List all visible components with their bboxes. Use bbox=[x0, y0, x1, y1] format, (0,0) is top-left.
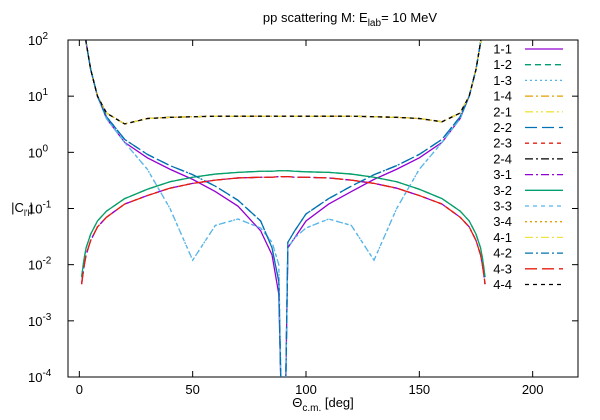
series-line bbox=[80, 175, 486, 285]
y-tick-label: 10-3 bbox=[28, 312, 52, 329]
y-tick-label: 100 bbox=[28, 143, 48, 160]
chart-title: pp scattering M: Elab= 10 MeV bbox=[263, 10, 437, 29]
y-tick-base: 10 bbox=[28, 314, 42, 329]
y-tick-base: 10 bbox=[28, 258, 42, 273]
y-tick-exponent: 0 bbox=[42, 143, 48, 154]
legend-label: 3-3 bbox=[493, 199, 512, 214]
legend-label: 2-2 bbox=[493, 120, 512, 135]
legend-label: 1-3 bbox=[493, 73, 512, 88]
y-tick-base: 10 bbox=[28, 202, 42, 217]
x-tick-label: 0 bbox=[76, 382, 83, 397]
y-tick-base: 10 bbox=[28, 370, 42, 385]
y-tick-exponent: -2 bbox=[42, 256, 51, 267]
y-tick-label: 10-2 bbox=[28, 256, 52, 273]
legend-label: 2-4 bbox=[493, 151, 512, 166]
x-tick-label: 200 bbox=[522, 382, 544, 397]
series-line bbox=[80, 170, 486, 278]
plot-area bbox=[80, 40, 486, 377]
y-tick-label: 10-1 bbox=[28, 200, 52, 217]
series-line bbox=[85, 40, 482, 377]
legend-label: 3-2 bbox=[493, 183, 512, 198]
y-tick-exponent: -1 bbox=[42, 200, 51, 211]
series-line bbox=[85, 40, 482, 125]
legend-label: 1-4 bbox=[493, 89, 512, 104]
legend-label: 4-3 bbox=[493, 261, 512, 276]
series-line bbox=[80, 170, 486, 278]
series-line bbox=[80, 175, 486, 285]
legend-label: 4-2 bbox=[493, 246, 512, 261]
y-tick-exponent: -4 bbox=[42, 368, 51, 379]
series-line bbox=[80, 175, 486, 285]
y-tick-base: 10 bbox=[28, 89, 42, 104]
legend-label: 3-4 bbox=[493, 214, 512, 229]
legend-label: 1-2 bbox=[493, 57, 512, 72]
legend-label: 1-1 bbox=[493, 42, 512, 57]
series-line bbox=[80, 170, 486, 278]
y-axis-label: |Cl'l| bbox=[11, 200, 33, 218]
legend-label: 2-1 bbox=[493, 104, 512, 119]
y-tick-exponent: 1 bbox=[42, 87, 48, 98]
y-tick-base: 10 bbox=[28, 33, 42, 48]
y-tick-label: 102 bbox=[28, 31, 48, 48]
legend-label: 2-3 bbox=[493, 136, 512, 151]
y-tick-label: 101 bbox=[28, 87, 48, 104]
y-tick-label: 10-4 bbox=[28, 368, 52, 385]
x-axis-label: Θc.m. [deg] bbox=[292, 395, 354, 414]
x-tick-label: 150 bbox=[408, 382, 430, 397]
x-tick-label: 50 bbox=[185, 382, 199, 397]
legend-label: 4-4 bbox=[493, 277, 512, 292]
legend-label: 3-1 bbox=[493, 167, 512, 182]
y-tick-base: 10 bbox=[28, 145, 42, 160]
series-line bbox=[85, 40, 482, 377]
legend-label: 4-1 bbox=[493, 230, 512, 245]
y-tick-exponent: -3 bbox=[42, 312, 51, 323]
x-tick-label: 100 bbox=[295, 382, 317, 397]
y-tick-exponent: 2 bbox=[42, 31, 48, 42]
